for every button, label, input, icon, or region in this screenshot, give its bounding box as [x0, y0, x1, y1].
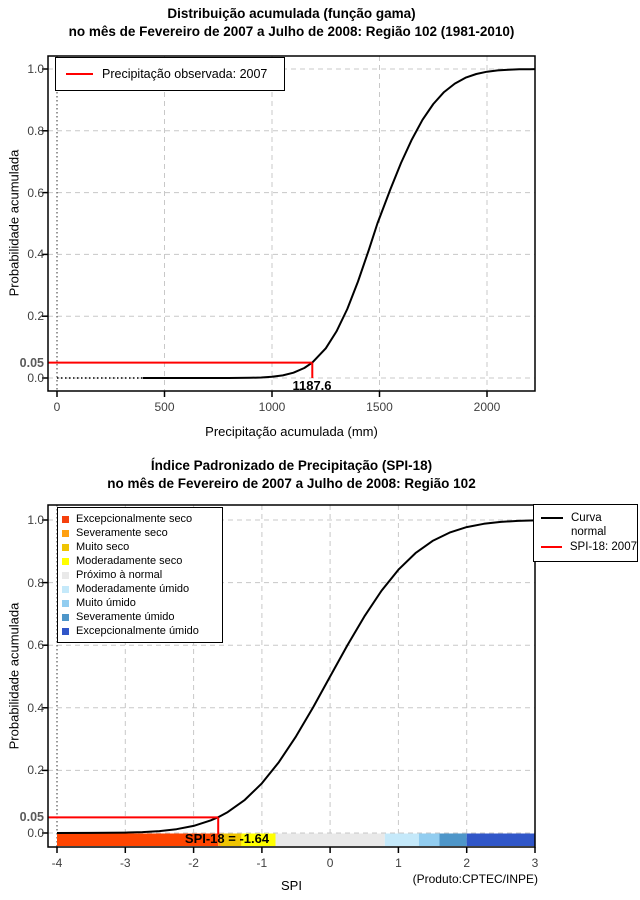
x-tick-label: 3 [531, 856, 539, 870]
black-line-sample [541, 517, 563, 519]
y-tick-label: 0.8 [27, 123, 44, 138]
category-label: Moderadamente seco [76, 555, 183, 567]
plot-box [47, 504, 536, 848]
spi-category-bar-segment [220, 833, 242, 846]
top-chart-legend: Precipitação observada: 2007 [55, 57, 285, 91]
category-color-swatch-icon [62, 571, 69, 579]
bottom-y-axis-title: Probabilidade acumulada [6, 602, 22, 750]
x-tick-label: 0 [326, 856, 334, 870]
spi-category-bar-segment [466, 833, 535, 846]
spi-category-bar-segment [218, 833, 221, 846]
red-line-sample [66, 73, 93, 75]
category-label: Severamente úmido [76, 611, 175, 623]
top-chart-title: Distribuição acumulada (função gama) [167, 6, 416, 21]
category-color-swatch-icon [62, 557, 69, 565]
bottom-x-axis-title: SPI [281, 878, 302, 893]
x-tick-label: 2 [463, 856, 471, 870]
spi-category-bar-segment [418, 833, 440, 846]
y-tick-label: 0.05 [19, 355, 44, 370]
red-line-sample [541, 546, 562, 548]
x-tick-label: 2000 [473, 400, 501, 414]
category-label: Muito úmido [76, 597, 136, 609]
top-chart-subtitle: no mês de Fevereiro de 2007 a Julho de 2… [68, 24, 515, 39]
category-color-swatch-icon [62, 599, 69, 607]
y-tick-label: 0.6 [27, 185, 44, 200]
x-tick-label: -3 [119, 856, 131, 870]
legend-label-observed: Precipitação observada: 2007 [102, 67, 268, 81]
cdf-curve [143, 68, 535, 379]
spi-category-legend-item: Moderadamente seco [60, 554, 220, 568]
category-label: Próximo à normal [76, 569, 163, 581]
category-color-swatch-icon [62, 529, 69, 537]
bottom-marker-value-label: SPI-18 = -1.64 [184, 831, 270, 846]
top-x-axis-title: Precipitação acumulada (mm) [205, 424, 378, 439]
category-label: Excepcionalmente úmido [76, 625, 199, 637]
y-tick-label: 0.2 [27, 309, 44, 324]
x-tick-label: -4 [51, 856, 63, 870]
spi-category-bar-segment [275, 833, 385, 846]
category-label: Muito seco [76, 541, 130, 553]
x-tick-label: 0 [53, 400, 61, 414]
x-tick-label: 500 [154, 400, 175, 414]
category-color-swatch-icon [62, 515, 69, 523]
y-tick-label: 0.4 [27, 700, 44, 715]
x-tick-label: 1000 [258, 400, 286, 414]
x-tick-label: -1 [256, 856, 268, 870]
spi-category-legend-item: Muito úmido [60, 596, 220, 610]
category-label: Excepcionalmente seco [76, 513, 193, 525]
y-tick-label: 1.0 [27, 62, 44, 76]
plot-box [47, 55, 536, 392]
legend-label-spi18: SPI-18: 2007 [569, 541, 637, 553]
bottom-chart-legend: Curva normal SPI-18: 2007 [533, 504, 638, 562]
y-tick-label: 0.0 [27, 826, 44, 840]
category-color-swatch-icon [62, 627, 69, 635]
cdf-curve [56, 519, 536, 834]
bottom-chart-title: Índice Padronizado de Precipitação (SPI-… [150, 458, 433, 473]
spi-category-bar-segment [241, 833, 276, 846]
y-tick-label: 0.8 [27, 575, 44, 590]
product-caption: (Produto:CPTEC/INPE) [412, 872, 538, 886]
x-tick-label: 1 [395, 856, 402, 870]
x-tick-label: 1500 [366, 400, 393, 414]
top-marker-value-label: 1187.6 [292, 378, 332, 393]
category-color-swatch-icon [62, 613, 69, 621]
y-tick-label: 0.4 [27, 247, 44, 262]
y-tick-label: 0.05 [19, 810, 44, 825]
spi-category-bar-segment [57, 833, 219, 846]
spi-category-legend-item: Muito seco [60, 540, 220, 554]
x-tick-label: -2 [188, 856, 199, 870]
y-tick-label: 0.6 [27, 638, 44, 653]
y-tick-label: 1.0 [27, 513, 44, 527]
y-tick-label: 0.2 [27, 763, 44, 778]
spi-category-legend-item: Moderadamente úmido [60, 582, 220, 596]
category-label: Severamente seco [76, 527, 168, 539]
spi-category-legend-item: Excepcionalmente úmido [60, 624, 220, 638]
category-color-swatch-icon [62, 543, 69, 551]
legend-label-normal-curve: Curva normal [571, 512, 607, 538]
spi-categories-legend: Excepcionalmente seco Severamente seco Mui… [57, 507, 223, 643]
top-y-axis-title: Probabilidade acumulada [6, 149, 22, 297]
spi-category-bar-segment [439, 833, 467, 846]
category-color-swatch-icon [62, 585, 69, 593]
spi-category-legend-item: Próximo à normal [60, 568, 220, 582]
spi-category-bar-segment [384, 833, 419, 846]
spi-category-legend-item: Severamente úmido [60, 610, 220, 624]
spi-category-legend-item: Excepcionalmente seco [60, 512, 220, 526]
category-label: Moderadamente úmido [76, 583, 190, 595]
spi-category-legend-item: Severamente seco [60, 526, 220, 540]
y-tick-label: 0.0 [27, 371, 44, 385]
bottom-chart-subtitle: no mês de Fevereiro de 2007 a Julho de 2… [107, 476, 476, 491]
